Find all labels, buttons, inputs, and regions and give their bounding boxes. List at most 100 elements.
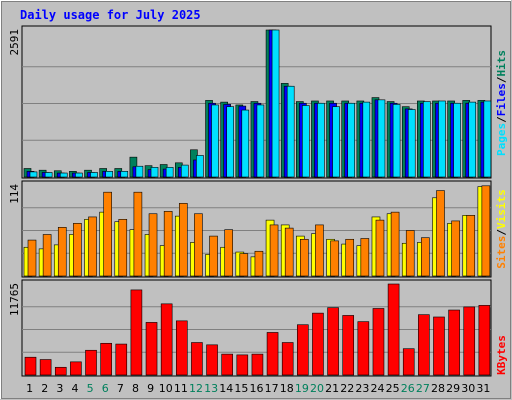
bar-pages-day-5 [90,172,98,178]
x-tick-label: 3 [56,382,63,395]
bar-kbytes-day-17 [266,332,279,376]
middle-series-sites [27,185,491,277]
x-tick-label: 5 [87,382,94,395]
bar-kbytes-day-12 [191,342,203,376]
bar-pages-day-16 [256,104,265,178]
bar-sites-day-2 [42,234,52,277]
bar-sites-day-15 [239,253,249,277]
bar-pages-day-13 [211,104,219,178]
bar-sites-day-31 [481,185,491,277]
bar-pages-day-3 [59,172,68,178]
x-tick-label: 10 [159,382,173,395]
bar-kbytes-day-6 [100,342,112,376]
x-tick-label: 23 [355,382,369,395]
x-tick-label: 26 [401,382,415,395]
bar-kbytes-day-14 [221,353,233,376]
bar-kbytes-day-21 [327,307,339,376]
bar-pages-day-17 [271,29,280,178]
bar-sites-day-17 [269,224,279,277]
bar-sites-day-3 [57,227,67,277]
bar-sites-day-4 [73,223,82,277]
bar-sites-day-28 [436,190,445,277]
bar-kbytes-day-27 [418,314,430,376]
bar-sites-day-21 [330,240,339,277]
bar-pages-day-31 [483,100,492,178]
bar-pages-day-25 [392,104,401,178]
bar-kbytes-day-31 [478,305,491,376]
bottom-max-label: 11765 [8,283,21,316]
bar-pages-day-8 [135,165,144,178]
middle-panel: 114 [8,180,492,278]
legend-sep-2: / [495,76,508,83]
x-tick-label: 22 [340,382,354,395]
legend-files: Files [495,83,508,116]
bar-sites-day-25 [390,211,400,277]
x-tick-label: 27 [416,382,430,395]
middle-max-label: 114 [8,184,21,204]
bar-sites-day-5 [88,216,97,277]
bar-kbytes-day-28 [433,316,445,376]
x-tick-label: 2 [41,382,48,395]
bar-sites-day-14 [224,229,233,277]
x-tick-label: 25 [386,382,400,395]
bar-pages-day-7 [120,171,129,178]
legend-pages: Pages [495,123,508,156]
legend-hits: Hits [495,50,508,77]
bar-kbytes-day-8 [130,289,143,376]
bar-pages-day-27 [423,101,431,178]
bar-pages-day-15 [241,109,250,178]
bar-sites-day-29 [451,220,460,277]
bar-sites-day-7 [118,219,128,277]
x-tick-label: 9 [147,382,154,395]
bar-pages-day-2 [44,172,53,178]
bar-pages-day-19 [302,105,310,178]
x-tick-label: 18 [280,382,294,395]
bar-pages-day-4 [75,172,83,178]
x-tick-label: 6 [102,382,109,395]
legend-sep-3: / [495,229,508,236]
bottom-panel-legend: KBytes [495,335,508,375]
chart-title: Daily usage for July 2025 [20,8,201,22]
x-tick-label: 21 [325,382,339,395]
x-tick-label: 30 [461,382,475,395]
bar-kbytes-day-20 [312,312,324,376]
legend-visits: Visits [495,189,508,229]
bar-sites-day-18 [284,227,294,277]
x-tick-label: 1 [26,382,33,395]
bottom-panel: 11765 [8,279,492,377]
bar-pages-day-23 [362,101,371,178]
x-tick-label: 4 [71,382,78,395]
x-tick-label: 8 [132,382,139,395]
bar-pages-day-20 [317,102,325,178]
bar-pages-day-12 [196,155,204,178]
bar-kbytes-day-24 [372,308,385,376]
bar-kbytes-day-25 [387,283,400,376]
right-legend-labels: Pages/Files/Hits Sites/Visits KBytes [495,50,508,375]
bar-sites-day-12 [194,213,203,277]
bar-kbytes-day-29 [448,309,460,376]
bar-sites-day-16 [254,250,264,277]
bar-kbytes-day-16 [251,353,264,376]
bar-sites-day-10 [163,211,173,277]
bar-kbytes-day-19 [297,324,309,376]
bar-pages-day-28 [438,100,446,178]
legend-kbytes: KBytes [495,335,508,375]
x-tick-label: 24 [371,382,385,395]
bar-sites-day-13 [209,235,218,277]
bar-pages-day-18 [286,85,295,178]
bar-pages-day-26 [407,109,416,178]
bar-pages-day-30 [468,101,477,178]
bar-kbytes-day-11 [175,320,188,376]
bar-sites-day-30 [466,215,476,277]
bar-kbytes-day-15 [236,354,249,376]
x-tick-label: 17 [265,382,279,395]
top-max-label: 2591 [8,29,21,56]
x-tick-label: 7 [117,382,124,395]
bar-sites-day-24 [375,219,385,277]
bottom-series-kbytes [24,283,491,376]
bar-kbytes-day-22 [342,315,355,376]
bar-pages-day-21 [332,106,340,178]
